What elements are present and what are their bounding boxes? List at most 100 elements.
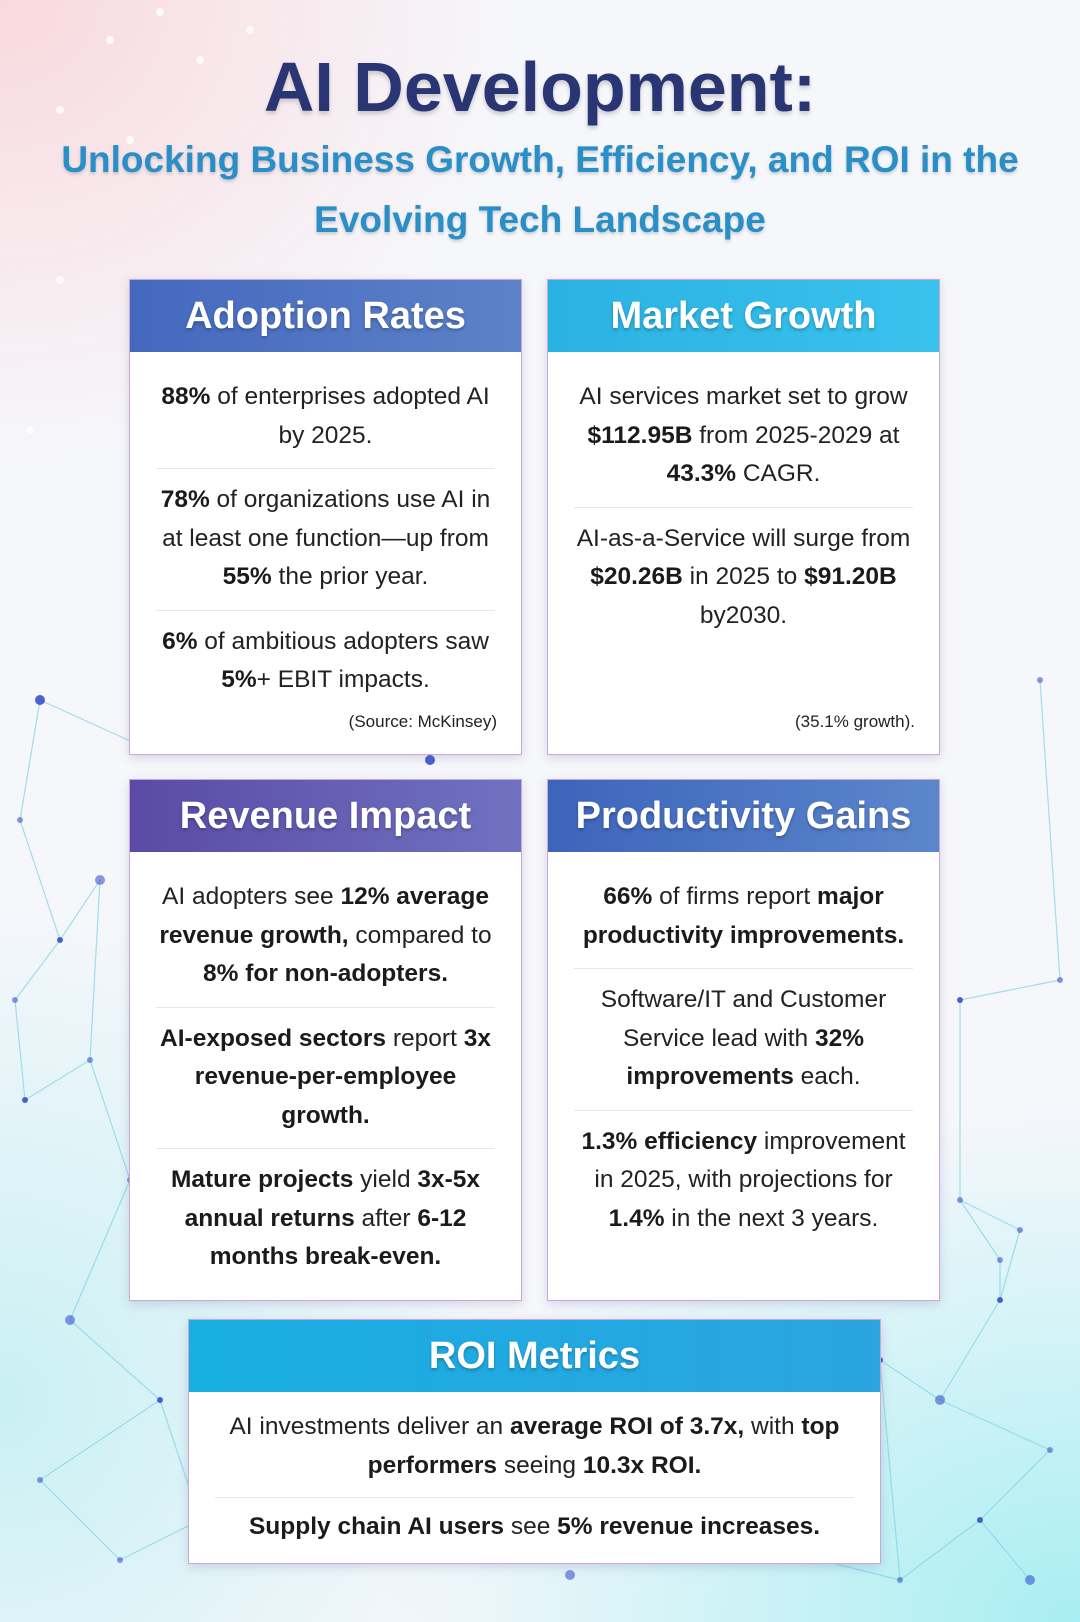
network-line <box>24 1059 91 1101</box>
network-node <box>22 1097 28 1103</box>
network-line <box>879 1359 901 1581</box>
market-growth-card: Market Growth AI services market set to … <box>547 279 940 755</box>
page-subtitle: Unlocking Business Growth, Efficiency, a… <box>61 139 1019 240</box>
network-node <box>425 755 435 765</box>
network-line <box>19 699 41 821</box>
stat-item: AI-exposed sectors report 3x revenue-per… <box>156 1008 495 1149</box>
stat-text: of enterprises adopted AI by 2025. <box>210 383 490 449</box>
stat-text: see <box>504 1513 558 1540</box>
header: AI Development: Unlocking Business Growt… <box>0 44 1080 250</box>
stat-highlight: 32% improvements <box>626 1024 865 1091</box>
sparkle-dot <box>196 56 204 64</box>
stat-text: of organizations use AI in at least one … <box>162 486 491 552</box>
network-node <box>12 997 18 1003</box>
stat-text: + EBIT impacts. <box>256 666 430 693</box>
stat-text: with <box>744 1413 802 1440</box>
stat-text: Software/IT and Customer Service lead wi… <box>600 986 887 1052</box>
network-node <box>35 695 45 705</box>
productivity-gains-card: Productivity Gains 66% of firms report m… <box>547 779 940 1301</box>
stat-text: AI adopters see <box>162 883 341 910</box>
productivity-gains-stats: 66% of firms report major productivity i… <box>548 852 939 1251</box>
network-line <box>1039 679 1061 981</box>
network-node <box>957 1197 963 1203</box>
network-line <box>89 1059 131 1181</box>
stat-text: the prior year. <box>271 563 429 590</box>
stat-highlight: AI-exposed sectors <box>160 1024 387 1052</box>
stat-text: report <box>386 1024 464 1052</box>
stat-text: AI services market set to grow <box>579 383 908 410</box>
network-node <box>37 1477 43 1483</box>
network-line <box>14 999 26 1101</box>
market-growth-heading: Market Growth <box>548 280 939 352</box>
market-growth-stats: AI services market set to grow $112.95B … <box>548 352 939 648</box>
stat-highlight: 55% <box>222 563 272 590</box>
stat-text: seeing <box>497 1451 583 1479</box>
stat-highlight: 12% average revenue growth, <box>159 883 489 949</box>
stat-text: AI investments deliver an <box>229 1413 510 1440</box>
network-node <box>997 1297 1003 1303</box>
stat-text: in 2025 to <box>682 563 805 590</box>
network-line <box>879 1359 941 1401</box>
stat-highlight: $112.95B <box>587 421 693 449</box>
stat-highlight: 66% <box>603 883 653 910</box>
stat-highlight: 6-12 months break-even. <box>209 1204 467 1271</box>
network-node <box>1017 1227 1023 1233</box>
network-line <box>999 1229 1021 1301</box>
network-line <box>899 1519 981 1581</box>
page-title: AI Development: <box>263 48 817 126</box>
network-line <box>39 1399 161 1481</box>
stat-text: CAGR. <box>736 460 821 487</box>
stat-highlight: 3x-5x annual returns <box>184 1166 481 1232</box>
stat-text: compared to <box>348 921 492 949</box>
network-node <box>117 1557 123 1563</box>
stat-item: 1.3% efficiency improvement in 2025, wit… <box>574 1111 913 1252</box>
network-line <box>979 1519 1031 1581</box>
network-node <box>565 1570 575 1580</box>
stat-item: AI services market set to grow $112.95B … <box>574 366 913 508</box>
sparkle-dot <box>246 26 254 34</box>
stat-highlight: top performers <box>367 1413 840 1479</box>
stat-text: of firms report <box>652 883 818 910</box>
stat-text: yield <box>353 1166 418 1193</box>
stat-item: 6% of ambitious adopters saw 5%+ EBIT im… <box>156 611 495 713</box>
sparkle-dot <box>156 8 164 16</box>
stat-highlight: 10.3x ROI. <box>582 1451 702 1479</box>
sparkle-dot <box>26 426 34 434</box>
network-line <box>959 1199 1021 1231</box>
stat-highlight: 88% <box>161 383 211 410</box>
stat-item: Software/IT and Customer Service lead wi… <box>574 969 913 1111</box>
roi-metrics-card: ROI Metrics AI investments deliver an av… <box>188 1319 881 1564</box>
stat-highlight: major productivity improvements. <box>582 883 905 949</box>
stat-item: 78% of organizations use AI in at least … <box>156 469 495 611</box>
roi-metrics-heading: ROI Metrics <box>189 1320 880 1392</box>
network-line <box>69 1179 131 1321</box>
network-line <box>59 879 101 941</box>
network-node <box>1025 1575 1035 1585</box>
stat-text: of ambitious adopters saw <box>197 627 489 655</box>
sparkle-dot <box>56 276 64 284</box>
stat-text: improvement in 2025, with projections fo… <box>594 1127 906 1194</box>
stat-text: by2030. <box>699 601 788 629</box>
adoption-source-note: (Source: McKinsey) <box>348 712 497 731</box>
stat-highlight: 5% revenue increases. <box>557 1513 821 1540</box>
network-node <box>87 1057 93 1063</box>
network-line <box>959 1199 1001 1261</box>
network-node <box>1037 677 1043 683</box>
stat-highlight: 5% <box>221 666 257 693</box>
revenue-impact-card: Revenue Impact AI adopters see 12% avera… <box>129 779 522 1301</box>
stat-highlight: 3x revenue-per-employee growth. <box>194 1024 491 1129</box>
sparkle-dot <box>126 136 134 144</box>
network-node <box>17 817 23 823</box>
revenue-impact-heading: Revenue Impact <box>130 780 521 852</box>
stat-highlight: Mature projects <box>170 1166 354 1193</box>
stat-text: each. <box>793 1063 861 1090</box>
network-node <box>57 937 63 943</box>
network-line <box>39 1479 121 1561</box>
stat-text: AI-as-a-Service will surge from <box>576 524 911 552</box>
stat-text: from 2025-2029 at <box>692 421 900 449</box>
adoption-rates-heading: Adoption Rates <box>130 280 521 352</box>
stat-text: in the next 3 years. <box>664 1204 879 1232</box>
network-node <box>977 1517 983 1523</box>
stat-highlight: 1.3% efficiency <box>581 1127 758 1155</box>
network-node <box>897 1577 903 1583</box>
